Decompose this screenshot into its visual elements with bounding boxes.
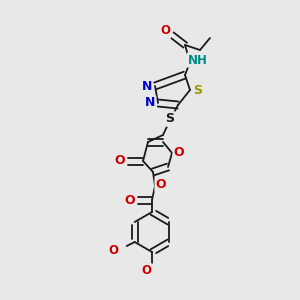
Text: O: O: [174, 146, 184, 158]
Text: O: O: [141, 265, 151, 278]
Text: S: S: [166, 112, 175, 125]
Text: N: N: [142, 80, 152, 92]
Text: S: S: [194, 83, 202, 97]
Text: O: O: [160, 25, 170, 38]
Text: O: O: [156, 178, 166, 191]
Text: O: O: [125, 194, 135, 206]
Text: O: O: [109, 244, 119, 256]
Text: O: O: [115, 154, 125, 166]
Text: NH: NH: [188, 53, 208, 67]
Text: N: N: [145, 97, 155, 110]
